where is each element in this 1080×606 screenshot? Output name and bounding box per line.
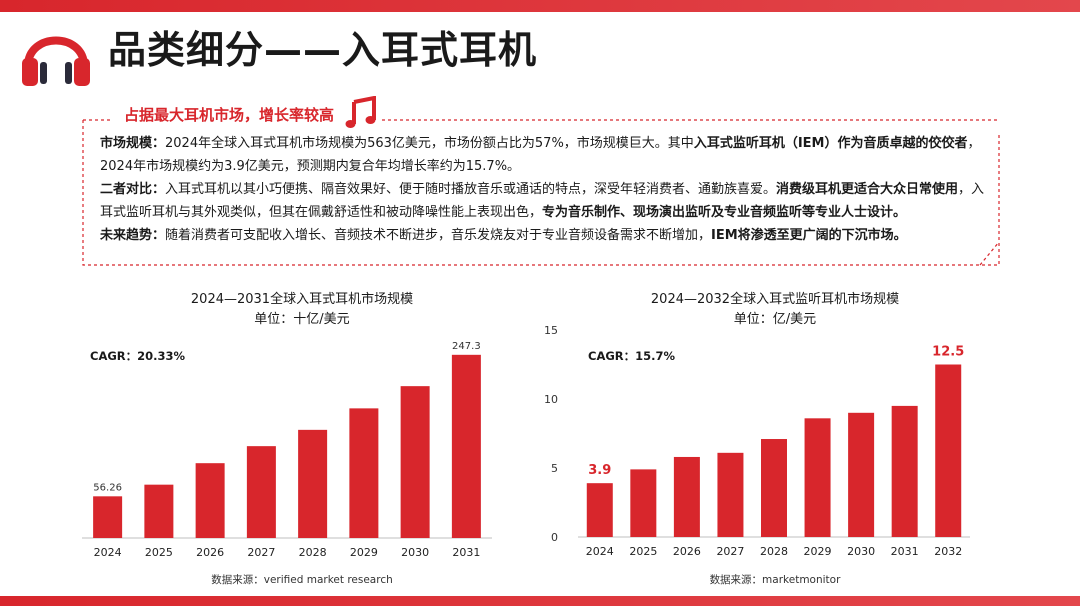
summary-text-span: 随着消费者可支配收入增长、音频技术不断进步，音乐发烧友对于专业音频设备需求不断增… [165, 228, 712, 243]
data-label: 247.3 [452, 341, 481, 352]
data-label: 56.26 [93, 482, 122, 493]
chart-title: 2024—2031全球入耳式耳机市场规模 [190, 292, 414, 307]
bar [673, 456, 700, 537]
x-tick-label: 2030 [401, 546, 429, 559]
summary-label: 未来趋势： [100, 228, 166, 243]
chart-subtitle: 单位：亿/美元 [733, 312, 817, 327]
y-tick-label: 5 [551, 462, 558, 475]
y-tick-label: 0 [551, 531, 558, 544]
summary-box-frame [82, 119, 1000, 266]
bar-chart-plot: 2024 56.26 2025 2026 2027 2028 2029 2030 2031 247… [82, 341, 492, 559]
x-tick-label: 2024 [94, 546, 122, 559]
bar [717, 452, 744, 537]
data-label: 3.9 [588, 463, 611, 478]
headphones-icon [22, 36, 90, 86]
x-tick-label: 2026 [196, 546, 224, 559]
summary-text-span: 入耳式耳机以其小巧便携、隔音效果好、便于随时播放音乐或通话的特点，深受年轻消费者… [165, 182, 777, 197]
bar [195, 463, 225, 538]
bar [144, 484, 174, 538]
bar [400, 386, 430, 538]
chart-iem-market: 2024—2031全球入耳式耳机市场规模 单位：十亿/美元 CAGR：20.33… [62, 286, 542, 592]
x-tick-label: 2029 [804, 545, 832, 558]
summary-paragraph-trend: 未来趋势：随着消费者可支配收入增长、音频技术不断进步，音乐发烧友对于专业音频设备… [100, 224, 990, 247]
x-tick-label: 2030 [847, 545, 875, 558]
data-label: 12.5 [932, 345, 964, 360]
x-tick-label: 2027 [247, 546, 275, 559]
summary-text-span: ，2024年市场规模约为3.9亿美元，预测期内复合年均增长率约为15.7%。 [100, 136, 981, 174]
x-tick-label: 2031 [891, 545, 919, 558]
bar [298, 429, 328, 538]
summary-bold-span: 消费级耳机更适合大众日常使用 [776, 182, 959, 197]
chart-title: 2024—2032全球入耳式监听耳机市场规模 [650, 292, 900, 307]
bar-chart-plot: 0 5 10 15 2024 3.9 2025 2026 2027 2028 2029 2030 203… [544, 324, 970, 558]
bar [451, 354, 481, 538]
summary-box [82, 112, 1000, 266]
bar [804, 418, 831, 537]
bar [93, 496, 123, 538]
page-title: 品类细分——入耳式耳机 [108, 28, 538, 72]
x-tick-label: 2031 [452, 546, 480, 559]
summary-text-span: 2024年全球入耳式耳机市场规模为563亿美元，市场份额占比为57%，市场规模巨… [165, 136, 694, 151]
music-note-icon [345, 96, 376, 128]
x-tick-label: 2024 [586, 545, 614, 558]
summary-heading: 占据最大耳机市场，增长率较高 [118, 104, 341, 126]
data-source: 数据来源：verified market research [211, 574, 393, 586]
summary-bold-span: 专为音乐制作、现场演出监听及专业音频监听等专业人士设计。 [542, 205, 907, 220]
summary-label: 二者对比： [100, 182, 166, 197]
summary-text: 市场规模：2024年全球入耳式耳机市场规模为563亿美元，市场份额占比为57%，… [100, 132, 990, 247]
x-tick-label: 2025 [145, 546, 173, 559]
cagr-label: CAGR：20.33% [90, 349, 186, 363]
bar [586, 483, 613, 537]
x-tick-label: 2029 [350, 546, 378, 559]
bar [891, 405, 918, 537]
bar [246, 446, 276, 538]
x-tick-label: 2026 [673, 545, 701, 558]
x-tick-label: 2028 [299, 546, 327, 559]
data-source: 数据来源：marketmonitor [709, 574, 841, 586]
summary-label: 市场规模： [100, 136, 166, 151]
bar [761, 439, 787, 537]
summary-paragraph-market-size: 市场规模：2024年全球入耳式耳机市场规模为563亿美元，市场份额占比为57%，… [100, 132, 990, 178]
x-tick-label: 2028 [760, 545, 788, 558]
bar [630, 469, 657, 537]
cagr-label: CAGR：15.7% [588, 349, 676, 363]
summary-bold-span: IEM将渗透至更广阔的下沉市场。 [711, 228, 907, 243]
bar [349, 408, 379, 538]
chart-subtitle: 单位：十亿/美元 [254, 312, 350, 327]
chart-in-ear-monitor-market: 2024—2032全球入耳式监听耳机市场规模 单位：亿/美元 CAGR：15.7… [540, 286, 1010, 592]
summary-bold-span: 入耳式监听耳机（IEM）作为音质卓越的佼佼者 [693, 136, 968, 151]
summary-paragraph-comparison: 二者对比：入耳式耳机以其小巧便携、隔音效果好、便于随时播放音乐或通话的特点，深受… [100, 178, 990, 224]
x-tick-label: 2027 [716, 545, 744, 558]
x-tick-label: 2032 [934, 545, 962, 558]
top-accent-bar [0, 0, 1080, 12]
x-tick-label: 2025 [629, 545, 657, 558]
y-tick-label: 10 [544, 393, 558, 406]
y-tick-label: 15 [544, 324, 558, 337]
bottom-accent-bar [0, 596, 1080, 606]
summary-text-span: ，入耳式监听耳机与其外观类似，但其在佩戴舒适性和被动降噪性能上表现出色， [100, 182, 985, 220]
bar [935, 364, 962, 537]
bar [848, 412, 875, 537]
